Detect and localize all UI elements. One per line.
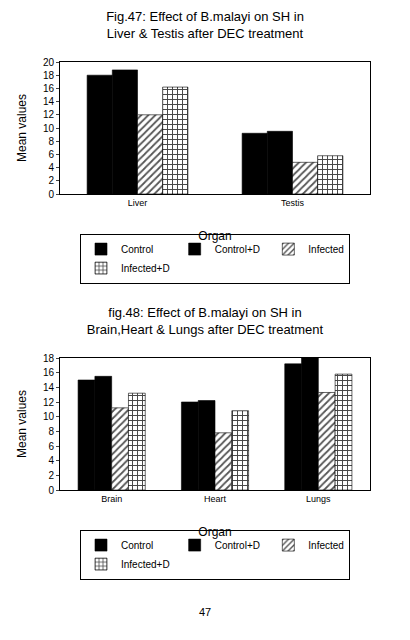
svg-text:12: 12 (43, 397, 55, 408)
svg-text:Heart: Heart (204, 494, 227, 504)
svg-text:6: 6 (48, 149, 54, 160)
svg-text:0: 0 (48, 485, 54, 496)
svg-text:10: 10 (43, 411, 55, 422)
svg-text:Testis: Testis (281, 198, 305, 208)
svg-text:18: 18 (43, 70, 55, 81)
svg-text:Brain: Brain (101, 494, 122, 504)
svg-text:12: 12 (43, 109, 55, 120)
svg-text:4: 4 (48, 455, 54, 466)
html-text:47: 47 (198, 606, 212, 618)
svg-text:8: 8 (48, 136, 54, 147)
svg-text:Fig.47: Effect of B.malayi on: Fig.47: Effect of B.malayi on SH inLiver… (106, 9, 304, 41)
svg-text:Organ: Organ (198, 525, 231, 539)
svg-text:2: 2 (48, 470, 54, 481)
svg-text:Control+D: Control+D (215, 244, 260, 255)
svg-text:20: 20 (43, 57, 55, 68)
svg-text:Mean values: Mean values (15, 94, 29, 162)
svg-text:Liver: Liver (128, 198, 148, 208)
svg-text:Control: Control (121, 244, 153, 255)
svg-text:10: 10 (43, 123, 55, 134)
svg-text:16: 16 (43, 367, 55, 378)
svg-text:14: 14 (43, 382, 55, 393)
svg-text:2: 2 (48, 175, 54, 186)
svg-text:Mean values: Mean values (15, 390, 29, 458)
svg-text:6: 6 (48, 441, 54, 452)
svg-text:Infected: Infected (308, 244, 344, 255)
svg-text:Control: Control (121, 540, 153, 551)
svg-text:Infected+D: Infected+D (121, 263, 170, 274)
svg-text:Infected: Infected (308, 540, 344, 551)
svg-text:Organ: Organ (198, 229, 231, 243)
svg-text:Control+D: Control+D (215, 540, 260, 551)
svg-text:Lungs: Lungs (306, 494, 331, 504)
svg-text:8: 8 (48, 426, 54, 437)
svg-text:18: 18 (43, 353, 55, 364)
svg-text:4: 4 (48, 162, 54, 173)
svg-text:14: 14 (43, 96, 55, 107)
svg-text:16: 16 (43, 83, 55, 94)
svg-text:Infected+D: Infected+D (121, 559, 170, 570)
svg-text:fig.48: Effect of B.malayi on: fig.48: Effect of B.malayi on SH inBrain… (87, 305, 324, 337)
svg-text:0: 0 (48, 189, 54, 200)
